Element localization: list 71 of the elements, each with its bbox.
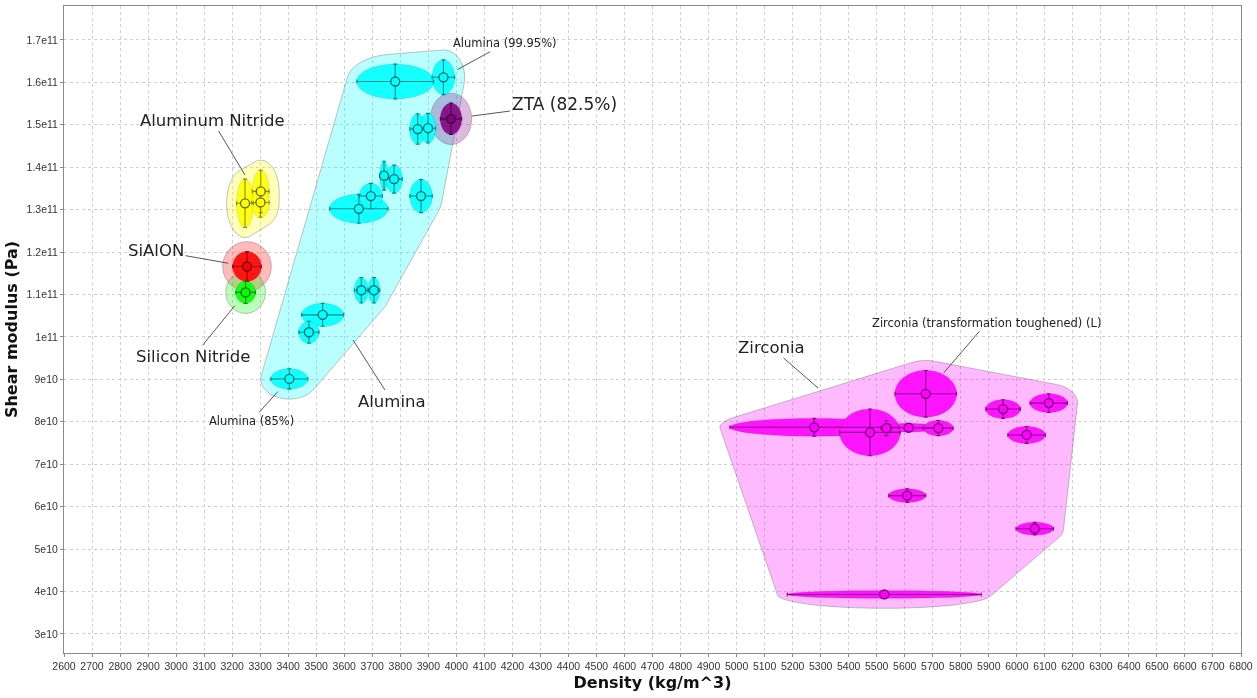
x-tick-label: 4500 [584, 659, 609, 672]
annotation: Silicon Nitride [136, 347, 251, 366]
x-tick-label: 3600 [332, 659, 357, 672]
annotation: ZTA (82.5%) [512, 94, 618, 114]
x-tick-label: 6000 [1005, 659, 1029, 672]
x-tick-label: 6100 [1033, 659, 1057, 672]
x-tick-label: 4800 [668, 659, 693, 672]
point [920, 388, 931, 399]
x-tick-label: 4200 [500, 659, 525, 672]
y-tick-label: 1.5e11 [26, 118, 59, 131]
annotation: Alumina (99.95%) [453, 36, 557, 50]
annotation: Zirconia [738, 338, 805, 357]
x-tick-label: 3900 [416, 659, 441, 672]
x-tick-label: 2800 [108, 659, 132, 672]
y-tick-label: 1.4e11 [26, 160, 59, 173]
x-tick-label: 3300 [248, 659, 273, 672]
x-tick-label: 5300 [808, 659, 833, 672]
x-tick-label: 4400 [556, 659, 581, 672]
y-tick-label: 5e10 [34, 542, 59, 555]
y-tick-label: 1.3e11 [26, 203, 59, 216]
point [809, 422, 820, 433]
x-tick-label: 6300 [1089, 659, 1113, 672]
x-tick-label: 5000 [724, 659, 749, 672]
x-tick-label: 3800 [388, 659, 413, 672]
x-tick-label: 3000 [164, 659, 188, 672]
y-tick-label: 3e10 [34, 627, 59, 640]
x-tick-label: 5900 [977, 659, 1001, 672]
y-axis-title: Shear modulus (Pa) [2, 240, 22, 419]
y-tick-label: 9e10 [34, 373, 59, 386]
x-tick-label: 5500 [865, 659, 889, 672]
x-tick-label: 6600 [1173, 659, 1197, 672]
x-tick-label: 4700 [640, 659, 665, 672]
y-tick-label: 1.2e11 [26, 245, 59, 258]
y-tick-label: 1.7e11 [26, 33, 59, 46]
x-tick-label: 6400 [1117, 659, 1141, 672]
y-tick-label: 6e10 [34, 500, 59, 513]
y-tick-label: 7e10 [34, 457, 59, 470]
x-tick-label: 2700 [80, 659, 104, 672]
x-tick-label: 2600 [52, 659, 76, 672]
x-tick-label: 3500 [304, 659, 329, 672]
x-tick-label: 5400 [836, 659, 861, 672]
x-tick-label: 5700 [921, 659, 945, 672]
y-tick-label: 8e10 [34, 415, 59, 428]
annotation: Zirconia (transformation toughened) (L) [872, 316, 1102, 330]
x-tick-label: 3400 [276, 659, 301, 672]
y-tick-label: 1.1e11 [26, 288, 59, 301]
annotation: SiAlON [128, 241, 185, 260]
x-tick-label: 4900 [696, 659, 721, 672]
y-tick-label: 1e11 [35, 330, 59, 343]
x-tick-label: 5800 [949, 659, 973, 672]
x-tick-label: 6500 [1145, 659, 1169, 672]
x-tick-label: 4100 [472, 659, 497, 672]
x-tick-label: 4000 [444, 659, 469, 672]
x-tick-label: 6800 [1229, 659, 1253, 672]
x-axis-title: Density (kg/m^3) [573, 673, 732, 693]
x-tick-label: 3100 [192, 659, 216, 672]
x-tick-label: 6200 [1061, 659, 1085, 672]
y-tick-label: 4e10 [34, 585, 59, 598]
x-tick-label: 4600 [612, 659, 637, 672]
x-tick-label: 3700 [360, 659, 385, 672]
y-tick-label: 1.6e11 [26, 76, 59, 89]
x-tick-label: 3200 [220, 659, 244, 672]
x-tick-label: 6700 [1201, 659, 1225, 672]
x-tick-label: 2900 [136, 659, 160, 672]
annotation: Aluminum Nitride [140, 111, 285, 130]
x-tick-label: 5200 [780, 659, 805, 672]
annotation: Alumina (85%) [209, 414, 295, 428]
x-tick-label: 5600 [893, 659, 917, 672]
x-tick-label: 5100 [752, 659, 777, 672]
point [864, 427, 876, 438]
x-tick-label: 4300 [528, 659, 553, 672]
